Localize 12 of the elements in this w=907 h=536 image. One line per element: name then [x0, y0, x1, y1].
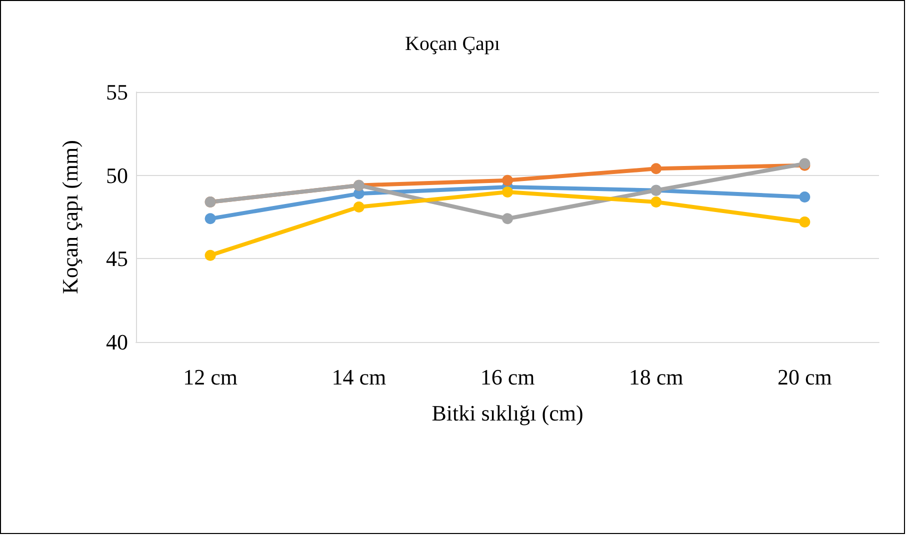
y-tick-label: 45	[106, 246, 128, 272]
y-tick-label: 40	[106, 330, 128, 354]
y-axis-title: Koçan çapı (mm)	[58, 140, 82, 294]
x-tick-label: 12 cm	[183, 364, 238, 390]
x-tick-label: 20 cm	[778, 364, 832, 390]
chart-title: Koçan Çapı	[405, 33, 500, 55]
x-tick-label: 14 cm	[332, 364, 386, 390]
x-tick-label: 18 cm	[628, 364, 684, 390]
y-tick-label: 55	[106, 80, 128, 104]
x-axis-title: Bitki sıklığı (cm)	[432, 400, 584, 426]
x-tick-label: 16 cm	[480, 364, 535, 390]
y-tick-label: 50	[106, 162, 128, 188]
